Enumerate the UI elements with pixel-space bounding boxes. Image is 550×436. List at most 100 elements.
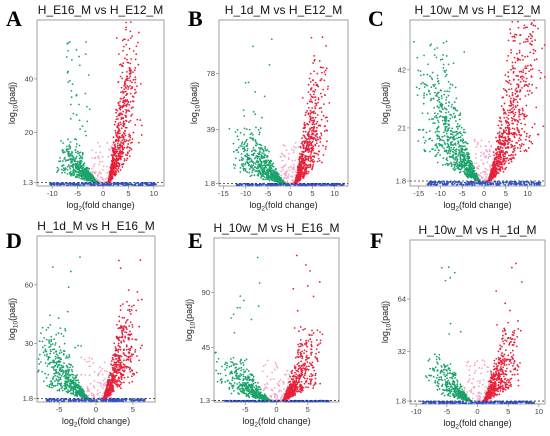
down-point — [66, 148, 69, 151]
down-point — [436, 74, 439, 77]
up-point — [120, 141, 123, 144]
down-point — [56, 166, 59, 169]
down-point — [81, 151, 84, 154]
down-point — [459, 157, 462, 160]
pink-point — [106, 177, 109, 179]
ns-point — [89, 183, 92, 186]
down-point — [419, 129, 421, 131]
pink-point — [283, 144, 286, 147]
down-point — [74, 138, 76, 140]
down-point — [463, 161, 466, 164]
up-point — [296, 180, 299, 183]
down-point — [252, 147, 255, 149]
up-point — [128, 66, 131, 69]
up-point — [316, 136, 319, 139]
up-point — [117, 155, 119, 157]
down-point — [435, 93, 438, 96]
down-point — [456, 160, 458, 163]
up-point — [117, 102, 120, 105]
up-point — [137, 63, 140, 66]
up-point — [314, 88, 317, 91]
down-point — [451, 84, 454, 86]
up-point — [123, 159, 126, 162]
down-point — [423, 86, 426, 88]
up-point — [313, 70, 315, 73]
ns-point — [50, 183, 52, 186]
down-point — [244, 82, 247, 84]
down-point — [463, 141, 466, 144]
y-tick-label: 20 — [25, 128, 33, 137]
down-point — [447, 80, 450, 83]
down-point — [454, 144, 457, 146]
down-point — [90, 179, 93, 181]
down-point — [422, 81, 424, 84]
ns-point — [250, 183, 252, 186]
down-point — [445, 73, 448, 76]
up-point — [136, 118, 139, 121]
up-point — [299, 178, 302, 181]
pink-point — [297, 146, 300, 148]
ns-point — [304, 183, 307, 186]
down-point — [437, 151, 440, 154]
down-point — [441, 145, 444, 148]
pink-point — [107, 171, 110, 173]
up-point — [116, 126, 119, 129]
up-point — [110, 154, 113, 156]
up-point — [140, 134, 143, 136]
up-point — [134, 76, 137, 79]
down-point — [242, 167, 245, 170]
up-point — [306, 149, 309, 152]
up-point — [118, 53, 120, 55]
up-point — [129, 30, 132, 33]
up-point — [307, 83, 310, 86]
up-point — [127, 109, 130, 112]
ns-point — [462, 183, 465, 186]
down-point — [447, 63, 450, 66]
up-point — [310, 157, 312, 160]
up-point — [120, 117, 123, 120]
down-point — [81, 157, 84, 160]
up-point — [322, 114, 325, 117]
ns-point — [133, 183, 136, 186]
up-point — [118, 104, 120, 107]
ns-point — [497, 183, 500, 186]
down-point — [456, 127, 459, 130]
up-point — [131, 81, 133, 84]
pink-point — [480, 139, 483, 142]
up-point — [306, 122, 308, 125]
down-point — [416, 56, 419, 59]
ns-point — [153, 183, 156, 185]
up-point — [114, 165, 117, 168]
up-point — [321, 71, 323, 74]
down-point — [442, 157, 445, 160]
down-point — [449, 152, 451, 155]
down-point — [445, 162, 448, 165]
up-point — [129, 92, 132, 95]
up-point — [314, 152, 317, 155]
ns-point — [520, 180, 523, 183]
up-point — [117, 167, 120, 170]
up-point — [308, 128, 311, 131]
ns-point — [430, 183, 433, 186]
down-point — [270, 176, 273, 179]
up-point — [312, 83, 315, 86]
up-point — [113, 173, 116, 176]
up-point — [314, 135, 317, 138]
up-point — [298, 165, 300, 168]
down-point — [80, 166, 83, 169]
down-point — [456, 133, 459, 135]
down-point — [240, 156, 243, 159]
down-point — [248, 161, 251, 164]
down-point — [242, 109, 245, 111]
up-point — [114, 120, 117, 123]
down-point — [244, 168, 247, 170]
down-point — [74, 169, 76, 171]
up-point — [310, 151, 313, 154]
down-point — [254, 163, 257, 165]
down-point — [243, 133, 246, 136]
down-point — [460, 160, 463, 163]
ns-point — [455, 184, 458, 186]
down-point — [250, 174, 253, 177]
up-point — [301, 96, 304, 99]
ns-point — [452, 180, 455, 183]
